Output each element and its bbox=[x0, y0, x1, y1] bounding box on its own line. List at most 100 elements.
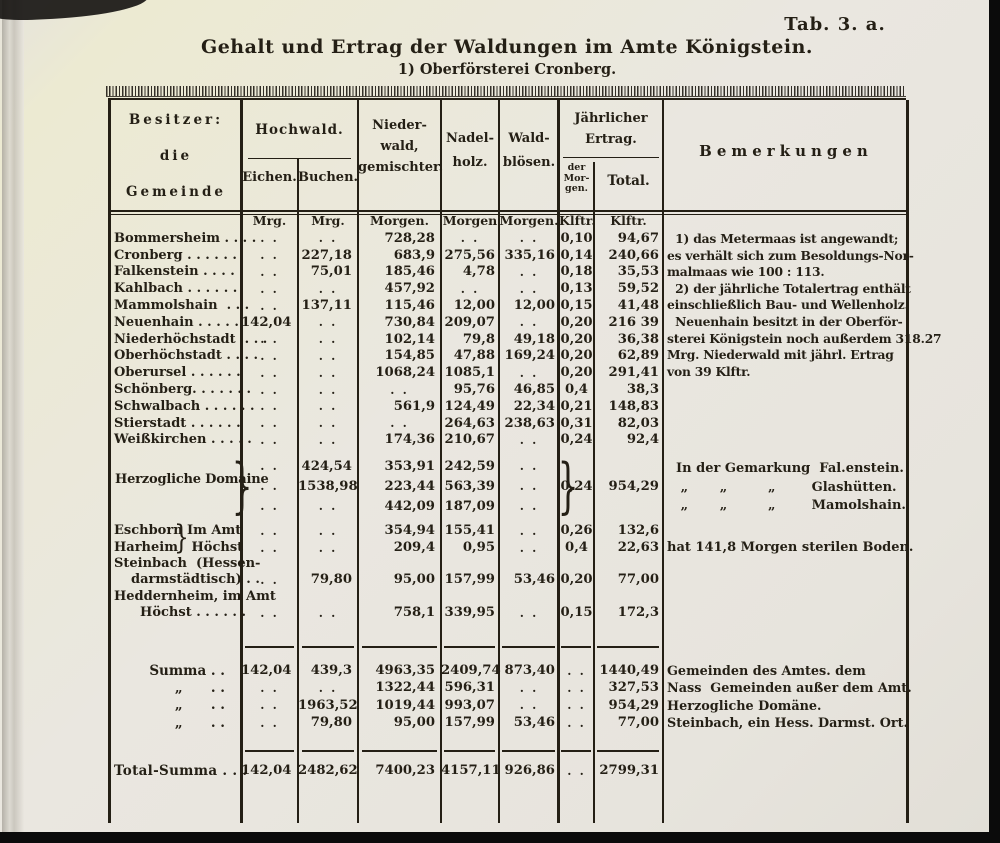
cell-buchen: . . bbox=[318, 523, 338, 538]
section-gap bbox=[111, 448, 906, 456]
cell-buchen: 137,11 bbox=[301, 297, 352, 313]
cell-waldbloesen: . . bbox=[519, 681, 539, 696]
row-label: Mammolshain . . . bbox=[114, 298, 250, 314]
cell-niederwald: 728,28 bbox=[384, 230, 435, 246]
cell-waldbloesen: 873,40 bbox=[504, 663, 555, 679]
book-binding-fold bbox=[2, 0, 24, 832]
cell-buchen: . . bbox=[318, 365, 338, 380]
units-row: Mrg. Mrg. Morgen. Morgen Morgen. Klftr. … bbox=[111, 210, 906, 230]
header-owner-line: Besitzer: bbox=[128, 112, 224, 128]
header-nadelholz: Nadel- holz. bbox=[441, 127, 499, 175]
cell-buchen: . . bbox=[318, 416, 338, 431]
unit-waldbloesen: Morgen. bbox=[499, 213, 559, 228]
cell-buchen: . . bbox=[318, 332, 338, 347]
cell-morgen: 0,20 bbox=[560, 348, 593, 364]
column-divider bbox=[357, 100, 359, 823]
brace-ertrag: } bbox=[557, 451, 579, 521]
cell-total: 954,29 bbox=[608, 697, 659, 713]
row-total-summa: Total-Summa . . . 142,04 2482,62 7400,23 415… bbox=[111, 758, 906, 784]
row-falkenstein: Falkenstein . . . . . . . 75,01 185,46 4,78.… bbox=[111, 264, 906, 281]
row-steinbach-2: darmstädtisch) . .. . 79,80 95,00 157,99 53,… bbox=[111, 571, 906, 589]
cell-eichen: . . bbox=[260, 715, 279, 730]
cell-niederwald: . . bbox=[390, 416, 409, 431]
scanned-page: Tab. 3. a. Gehalt und Ertrag der Waldung… bbox=[0, 0, 989, 832]
cell-waldbloesen: 12,00 bbox=[513, 297, 555, 313]
row-label: Bommersheim . . . . bbox=[114, 230, 257, 246]
cell-eichen: . . bbox=[260, 572, 279, 587]
header-line: blösen. bbox=[502, 155, 556, 170]
cell-total: 132,6 bbox=[617, 523, 659, 539]
row-label: Eschborn bbox=[114, 523, 183, 539]
cell-total: 172,3 bbox=[617, 605, 659, 621]
header-der-morgen: der Mor- gen. bbox=[559, 160, 594, 202]
cell-total: 148,83 bbox=[608, 398, 659, 414]
cell-waldbloesen: 926,86 bbox=[504, 762, 555, 778]
cell-eichen: . . bbox=[260, 432, 279, 447]
cell-total: 82,03 bbox=[617, 415, 659, 431]
cell-morgen: 0,20 bbox=[560, 365, 593, 381]
cell-nadelholz: 563,39 bbox=[444, 478, 495, 494]
cell-morgen: 0,13 bbox=[560, 281, 593, 297]
cell-niederwald: 185,46 bbox=[384, 264, 435, 280]
cell-waldbloesen: . . bbox=[519, 315, 539, 330]
cell-buchen: 424,54 bbox=[301, 458, 352, 474]
scan-smudge bbox=[0, 0, 149, 23]
cell-waldbloesen: . . bbox=[519, 459, 539, 474]
column-separator-rule bbox=[245, 645, 294, 648]
page-subtitle: 1) Oberförsterei Cronberg. bbox=[397, 61, 617, 78]
row-label: Steinbach (Hessen- bbox=[114, 555, 261, 571]
cell-nadelholz: 1085,1 bbox=[444, 365, 495, 381]
row-schoenberg: Schönberg. . . . . . . . . . . . . 95,76 46,8… bbox=[111, 381, 906, 398]
cell-nadelholz: 242,59 bbox=[444, 458, 495, 474]
cell-waldbloesen: . . bbox=[519, 231, 539, 246]
column-separator-rule bbox=[597, 749, 659, 752]
row-label: „ . . bbox=[174, 714, 225, 731]
separator-rules bbox=[111, 732, 906, 758]
cell-total: 38,3 bbox=[626, 381, 659, 397]
cell-buchen: . . bbox=[318, 681, 338, 696]
cell-niederwald: 442,09 bbox=[384, 498, 435, 514]
cell-morgen: 0,4 bbox=[565, 381, 588, 397]
cell-niederwald: 154,85 bbox=[384, 348, 435, 364]
cell-eichen: . . bbox=[260, 540, 279, 555]
cell-total: 216 39 bbox=[608, 314, 659, 330]
row-summa-2: „ . . . . . . 1322,44 596,31 . . . . 327,53 bbox=[111, 679, 906, 696]
cell-nadelholz: 2409,74 bbox=[441, 663, 501, 679]
cell-morgen: . . bbox=[567, 663, 586, 678]
brace-im-amt: } bbox=[174, 517, 189, 556]
row-label: Falkenstein . . . . . bbox=[114, 264, 244, 280]
note-line: sterei Königstein noch außerdem 318.27 bbox=[667, 330, 942, 346]
column-separator-rule bbox=[444, 645, 495, 648]
cell-morgen: 0,24 bbox=[560, 432, 593, 448]
row-bommersheim: Bommersheim . . . .. .. . 728,28. .. . 0,1… bbox=[111, 230, 906, 247]
header-line: Nieder- bbox=[372, 118, 427, 133]
row-steinbach: Steinbach (Hessen- bbox=[111, 556, 906, 571]
header-line: gemischter. bbox=[358, 160, 444, 175]
cell-eichen: . . bbox=[260, 479, 279, 494]
brace-domaine: } bbox=[231, 451, 253, 521]
unit-total: Klftr. bbox=[610, 213, 647, 228]
cell-waldbloesen: . . bbox=[519, 479, 539, 494]
header-line: Wald- bbox=[508, 131, 550, 146]
column-separator-rule bbox=[362, 645, 437, 648]
row-label: Kahlbach . . . . . . bbox=[114, 281, 238, 297]
cell-nadelholz: 993,07 bbox=[444, 697, 495, 713]
header-hochwald-group: Hochwald. Eichen. Buchen. bbox=[241, 100, 358, 210]
cell-buchen: 79,80 bbox=[310, 715, 352, 731]
cell-niederwald: 353,91 bbox=[384, 458, 435, 474]
cell-total: 327,53 bbox=[608, 680, 659, 696]
row-kahlbach: Kahlbach . . . . . . . . . . 457,92 . . . . 0,… bbox=[111, 280, 906, 297]
page-title: Gehalt und Ertrag der Waldungen im Amte … bbox=[200, 36, 814, 58]
cell-morgen: 0,10 bbox=[560, 230, 593, 246]
column-separator-rule bbox=[597, 645, 659, 648]
row-label: Weißkirchen . . . . . bbox=[114, 432, 252, 448]
row-label: Höchst . . . . . . bbox=[131, 605, 247, 621]
header-waldbloesen: Wald- blösen. bbox=[499, 127, 559, 175]
cell-buchen: 1538,98 bbox=[298, 478, 358, 494]
column-divider bbox=[557, 100, 560, 823]
cell-buchen: . . bbox=[318, 432, 338, 447]
forest-yield-table: Besitzer: die Gemeinde Hochwald. Eichen.… bbox=[108, 98, 942, 823]
cell-eichen: . . bbox=[260, 281, 279, 296]
row-label-right: Höchst bbox=[187, 540, 244, 556]
cell-niederwald: 7400,23 bbox=[375, 762, 435, 778]
